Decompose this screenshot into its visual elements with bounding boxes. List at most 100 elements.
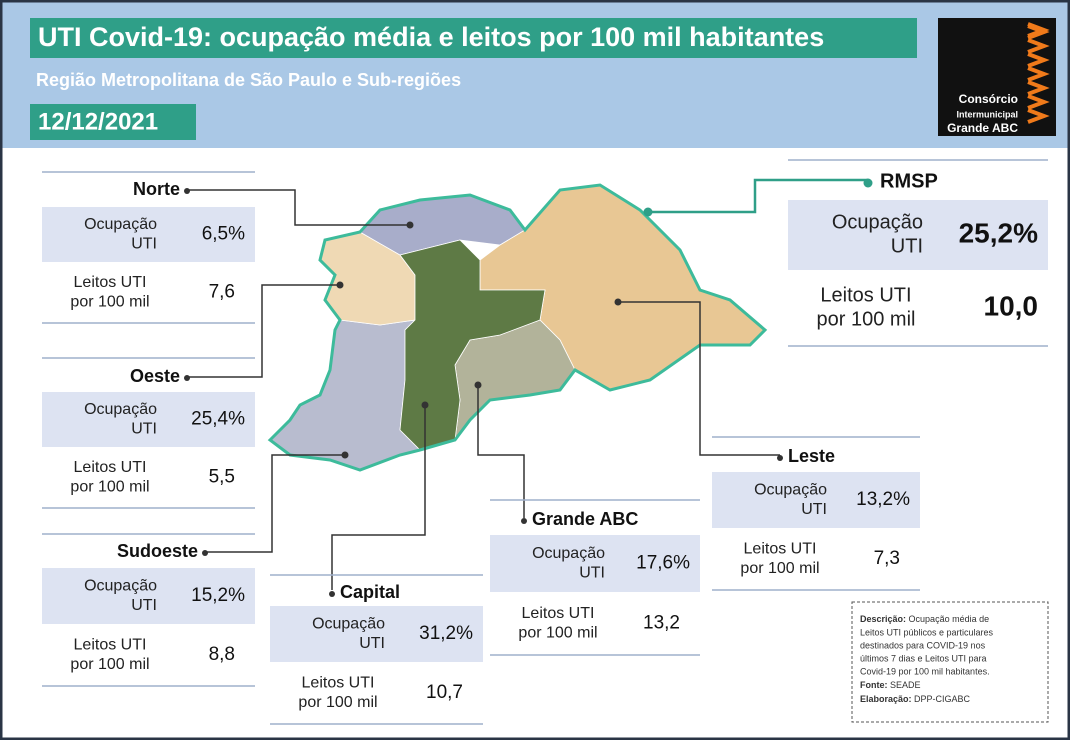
name-dot [329, 591, 335, 597]
beds-label: Leitos UTI [74, 637, 147, 654]
note-text: últimos 7 dias e Leitos UTI para [860, 653, 987, 663]
occupancy-label: UTI [131, 235, 157, 252]
connectors [187, 178, 868, 590]
beds-label: Leitos UTI [522, 605, 595, 622]
occupancy-row [42, 207, 255, 262]
occupancy-label: Ocupação [754, 482, 827, 499]
connector-dots [336, 207, 653, 459]
connector-capital [331, 405, 426, 590]
region-panel: Sudoeste Ocupação UTI 15,2% Leitos UTI por 10… [42, 533, 255, 687]
occupancy-label: UTI [131, 597, 157, 614]
region-name: RMSP [880, 170, 938, 192]
note-box [851, 601, 1049, 723]
note-text: SEADE [890, 680, 921, 690]
note-line: Fonte: SEADE [860, 680, 921, 690]
dot [474, 381, 482, 389]
note-label: Elaboração: [860, 694, 912, 704]
beds-label: Leitos UTI [74, 274, 147, 291]
dot [341, 451, 349, 459]
region-panel: Leste Ocupação UTI 13,2% Leitos UTI por 100 m… [712, 436, 920, 591]
region-panel: Capital Ocupação UTI 31,2% Leitos UTI por 100… [270, 574, 483, 725]
occupancy-label: Ocupação [832, 211, 923, 233]
subtitle: Região Metropolitana de São Paulo e Sub-… [36, 70, 461, 90]
note-label: Fonte: [860, 680, 888, 690]
beds-label: Leitos UTI [820, 284, 911, 306]
dot [336, 281, 344, 289]
connector-grande-abc [477, 385, 525, 518]
occupancy-value: 13,2% [856, 489, 910, 510]
logo-chevrons [1027, 24, 1050, 124]
beds-value: 7,3 [874, 548, 900, 569]
connector-leste [618, 301, 780, 456]
occupancy-row [270, 606, 483, 662]
beds-label: por 100 mil [518, 624, 597, 641]
beds-label: Leitos UTI [744, 541, 817, 558]
dot [406, 221, 414, 229]
region-panel: Norte Ocupação UTI 6,5% Leitos UTI por 100 mi… [42, 171, 255, 324]
occupancy-label: UTI [131, 420, 157, 437]
date: 12/12/2021 [38, 108, 158, 135]
region-name: Grande ABC [532, 509, 638, 529]
beds-label: por 100 mil [70, 478, 149, 495]
beds-label: por 100 mil [70, 293, 149, 310]
occupancy-value: 15,2% [191, 585, 245, 606]
note-text: DPP-CIGABC [914, 694, 971, 704]
beds-value: 13,2 [643, 613, 680, 634]
note: Descrição: Ocupação média de Leitos UTI … [851, 601, 1049, 723]
name-dot [863, 178, 873, 188]
connector-norte [187, 189, 410, 226]
region-panel: Oeste Ocupação UTI 25,4% Leitos UTI por 100 m… [42, 357, 255, 509]
beds-value: 10,7 [426, 682, 463, 703]
note-line: Elaboração: DPP-CIGABC [860, 694, 971, 704]
note-text: Leitos UTI públicos e particulares [860, 627, 994, 637]
date-box [30, 104, 196, 140]
region-panel: Grande ABC Ocupação UTI 17,6% Leitos UTI por … [490, 499, 700, 656]
logo-line: Grande ABC [947, 121, 1018, 135]
occupancy-label: Ocupação [84, 401, 157, 418]
note-text: destinados para COVID-19 nos [860, 640, 986, 650]
name-dot [184, 375, 190, 381]
dot [614, 298, 622, 306]
logo: Consórcio Intermunicipal Grande ABC [938, 18, 1056, 136]
dot [421, 401, 429, 409]
region-name: Norte [133, 179, 180, 199]
occupancy-row [712, 472, 920, 528]
logo-line: Consórcio [959, 92, 1018, 106]
name-dot [521, 518, 527, 524]
occupancy-label: UTI [579, 564, 605, 581]
occupancy-row [788, 200, 1048, 270]
beds-label: por 100 mil [70, 656, 149, 673]
beds-value: 10,0 [984, 290, 1039, 321]
occupancy-value: 6,5% [202, 224, 245, 245]
name-dot [202, 550, 208, 556]
beds-label: por 100 mil [298, 694, 377, 711]
occupancy-label: UTI [801, 501, 827, 518]
occupancy-label: Ocupação [84, 216, 157, 233]
occupancy-label: Ocupação [84, 578, 157, 595]
beds-value: 8,8 [209, 644, 235, 665]
beds-label: Leitos UTI [302, 675, 375, 692]
occupancy-label: UTI [891, 235, 923, 257]
dot [643, 207, 653, 217]
note-text: Ocupação média de [909, 614, 990, 624]
occupancy-value: 25,2% [959, 217, 1038, 248]
occupancy-label: UTI [359, 635, 385, 652]
connector-oeste [187, 284, 340, 378]
logo-line: Intermunicipal [956, 109, 1018, 119]
note-label: Descrição: [860, 614, 906, 624]
beds-label: por 100 mil [740, 560, 819, 577]
occupancy-value: 25,4% [191, 409, 245, 430]
occupancy-value: 31,2% [419, 623, 473, 644]
occupancy-row [42, 392, 255, 447]
occupancy-row [490, 535, 700, 592]
note-text: Covid-19 por 100 mil habitantes. [860, 666, 990, 676]
title: UTI Covid-19: ocupação média e leitos po… [38, 22, 824, 52]
occupancy-label: Ocupação [312, 616, 385, 633]
note-line: Descrição: Ocupação média de [860, 614, 989, 624]
occupancy-label: Ocupação [532, 545, 605, 562]
beds-value: 7,6 [209, 282, 235, 303]
region-name: Leste [788, 446, 835, 466]
occupancy-row [42, 568, 255, 624]
region-capital [399, 239, 546, 451]
